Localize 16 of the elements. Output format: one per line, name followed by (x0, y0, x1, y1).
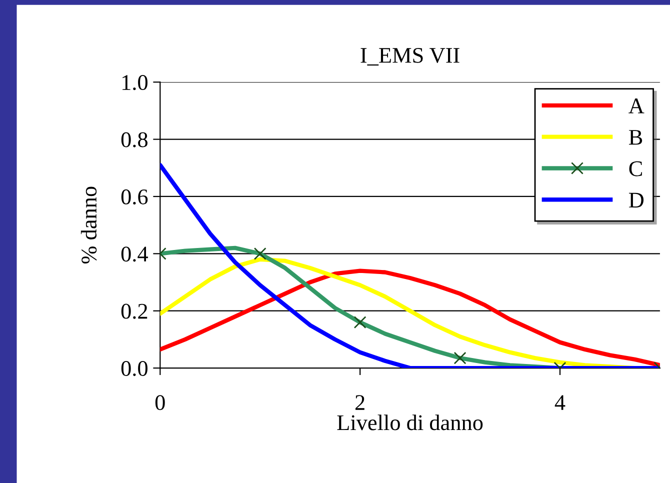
x-tick-label: 0 (155, 395, 165, 410)
x-axis-title: Livello di danno (337, 414, 483, 430)
y-tick-label: 1.0 (122, 75, 148, 90)
legend-label: B (628, 130, 642, 145)
y-tick-label: 0.2 (121, 304, 148, 319)
legend-label: D (628, 192, 644, 208)
y-tick-label: 0.0 (121, 360, 148, 376)
chart-title: I_EMS VII (360, 48, 460, 66)
y-axis-title: % danno (80, 186, 97, 264)
y-tick-label: 0.4 (121, 246, 148, 262)
y-tick-label: 0.6 (121, 189, 148, 205)
y-tick-label: 0.8 (121, 132, 148, 148)
x-tick-label: 4 (554, 395, 566, 410)
legend-label: A (628, 98, 644, 114)
x-tick-label: 2 (355, 395, 364, 410)
legend-label: C (629, 161, 642, 176)
